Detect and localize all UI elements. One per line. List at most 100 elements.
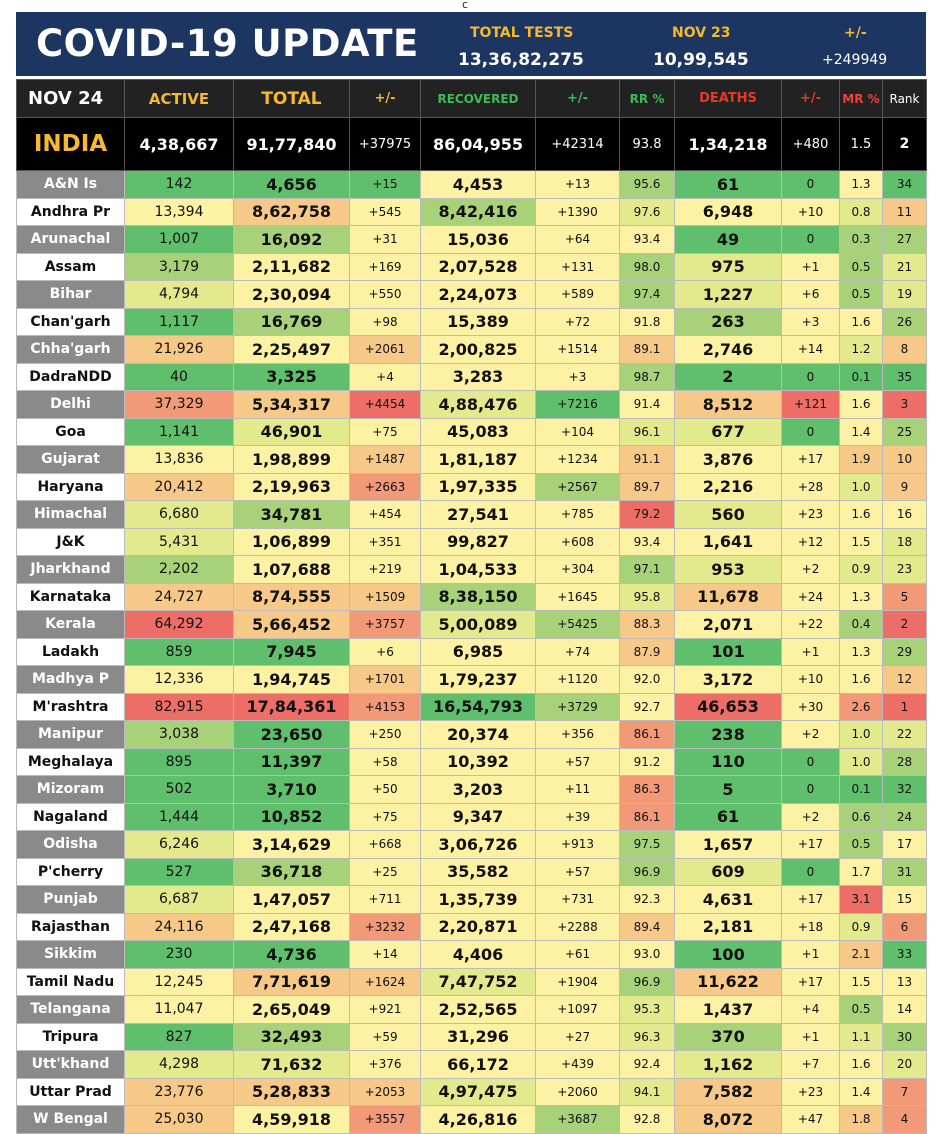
cell-recovered-delta: +3729 <box>535 692 620 721</box>
cell-recovered: 45,083 <box>420 417 536 446</box>
cell-mr: 1.7 <box>839 857 883 886</box>
cell-deaths-delta: +2 <box>781 802 840 831</box>
cell-recovered: 9,347 <box>420 802 536 831</box>
cell-name: Telangana <box>16 995 125 1024</box>
table-row: Haryana 20,412 2,19,963 +2663 1,97,335 +2567 8… <box>16 472 927 501</box>
cell-rr: 97.4 <box>619 280 675 309</box>
table-row: Assam 3,179 2,11,682 +169 2,07,528 +131 98.0 97… <box>16 252 927 281</box>
cell-rank: 5 <box>882 582 927 611</box>
cell-recovered-delta: +7216 <box>535 390 620 419</box>
national-active: 4,38,667 <box>124 117 234 171</box>
cell-active: 6,246 <box>124 830 234 859</box>
cell-total-delta: +1701 <box>349 665 421 694</box>
cell-rr: 98.7 <box>619 362 675 391</box>
cell-recovered: 2,00,825 <box>420 335 536 364</box>
cell-total-delta: +75 <box>349 802 421 831</box>
cell-deaths: 11,622 <box>674 967 782 996</box>
cell-rank: 26 <box>882 307 927 336</box>
cell-active: 82,915 <box>124 692 234 721</box>
cell-deaths: 1,641 <box>674 527 782 556</box>
cell-recovered: 2,24,073 <box>420 280 536 309</box>
cell-rr: 93.4 <box>619 527 675 556</box>
cell-recovered-delta: +2060 <box>535 1077 620 1106</box>
national-total: 91,77,840 <box>233 117 350 171</box>
cell-recovered: 3,203 <box>420 775 536 804</box>
cell-total-delta: +169 <box>349 252 421 281</box>
cell-mr: 1.0 <box>839 747 883 776</box>
cell-rr: 91.4 <box>619 390 675 419</box>
total-tests-label: TOTAL TESTS <box>470 25 574 41</box>
table-row: Mizoram 502 3,710 +50 3,203 +11 86.3 5 0 0.1 32 <box>16 775 927 804</box>
cell-recovered-delta: +608 <box>535 527 620 556</box>
cell-deaths-delta: 0 <box>781 417 840 446</box>
cell-rr: 91.2 <box>619 747 675 776</box>
cell-deaths: 1,437 <box>674 995 782 1024</box>
cell-recovered-delta: +61 <box>535 940 620 969</box>
cell-deaths-delta: +12 <box>781 527 840 556</box>
cell-rr: 87.9 <box>619 637 675 666</box>
cell-mr: 1.6 <box>839 500 883 529</box>
cell-rank: 13 <box>882 967 927 996</box>
cell-mr: 1.6 <box>839 307 883 336</box>
cell-rr: 91.1 <box>619 445 675 474</box>
cell-active: 6,680 <box>124 500 234 529</box>
cell-rr: 86.1 <box>619 802 675 831</box>
cell-total: 4,736 <box>233 940 350 969</box>
cell-mr: 2.6 <box>839 692 883 721</box>
cell-active: 24,727 <box>124 582 234 611</box>
cell-total: 1,98,899 <box>233 445 350 474</box>
cell-rr: 97.5 <box>619 830 675 859</box>
cell-deaths: 4,631 <box>674 885 782 914</box>
cell-rr: 79.2 <box>619 500 675 529</box>
cell-recovered-delta: +1645 <box>535 582 620 611</box>
national-deaths-delta: +480 <box>781 117 840 171</box>
cell-name: Rajasthan <box>16 912 125 941</box>
cell-recovered: 4,97,475 <box>420 1077 536 1106</box>
cell-rr: 97.6 <box>619 197 675 226</box>
col-mr: MR % <box>839 79 883 118</box>
cell-mr: 1.6 <box>839 665 883 694</box>
cell-rr: 89.4 <box>619 912 675 941</box>
table-row: Manipur 3,038 23,650 +250 20,374 +356 86.1 238 +… <box>16 720 927 749</box>
cell-recovered-delta: +913 <box>535 830 620 859</box>
cell-recovered-delta: +57 <box>535 747 620 776</box>
cell-recovered-delta: +104 <box>535 417 620 446</box>
cell-deaths: 61 <box>674 802 782 831</box>
cell-recovered-delta: +356 <box>535 720 620 749</box>
cell-active: 20,412 <box>124 472 234 501</box>
cell-recovered-delta: +3687 <box>535 1105 620 1134</box>
cell-name: Madhya P <box>16 665 125 694</box>
cell-recovered: 8,42,416 <box>420 197 536 226</box>
cell-total-delta: +2061 <box>349 335 421 364</box>
cell-rank: 14 <box>882 995 927 1024</box>
prev-date-value: 10,99,545 <box>653 50 749 70</box>
cell-deaths-delta: +1 <box>781 940 840 969</box>
cell-active: 13,394 <box>124 197 234 226</box>
cell-active: 12,245 <box>124 967 234 996</box>
cell-active: 527 <box>124 857 234 886</box>
cell-mr: 1.4 <box>839 417 883 446</box>
cell-mr: 1.6 <box>839 1050 883 1079</box>
cell-rr: 96.3 <box>619 1022 675 1051</box>
cell-rank: 4 <box>882 1105 927 1134</box>
col-active: ACTIVE <box>124 79 234 118</box>
cell-active: 895 <box>124 747 234 776</box>
table-row: Odisha 6,246 3,14,629 +668 3,06,726 +913 97.5 1… <box>16 830 927 859</box>
cell-mr: 0.1 <box>839 362 883 391</box>
cell-total: 10,852 <box>233 802 350 831</box>
cell-recovered: 27,541 <box>420 500 536 529</box>
cell-total: 3,325 <box>233 362 350 391</box>
cell-recovered-delta: +731 <box>535 885 620 914</box>
header-banner: COVID-19 UPDATE TOTAL TESTS 13,36,82,275… <box>16 12 926 76</box>
cell-deaths-delta: +4 <box>781 995 840 1024</box>
cell-deaths-delta: +121 <box>781 390 840 419</box>
cell-total-delta: +58 <box>349 747 421 776</box>
cell-rank: 19 <box>882 280 927 309</box>
cell-deaths-delta: +17 <box>781 830 840 859</box>
cell-deaths: 8,512 <box>674 390 782 419</box>
cell-deaths: 1,657 <box>674 830 782 859</box>
cell-deaths-delta: +3 <box>781 307 840 336</box>
table-row: Punjab 6,687 1,47,057 +711 1,35,739 +731 92.3 4… <box>16 885 927 914</box>
cell-total: 16,769 <box>233 307 350 336</box>
cell-rank: 10 <box>882 445 927 474</box>
